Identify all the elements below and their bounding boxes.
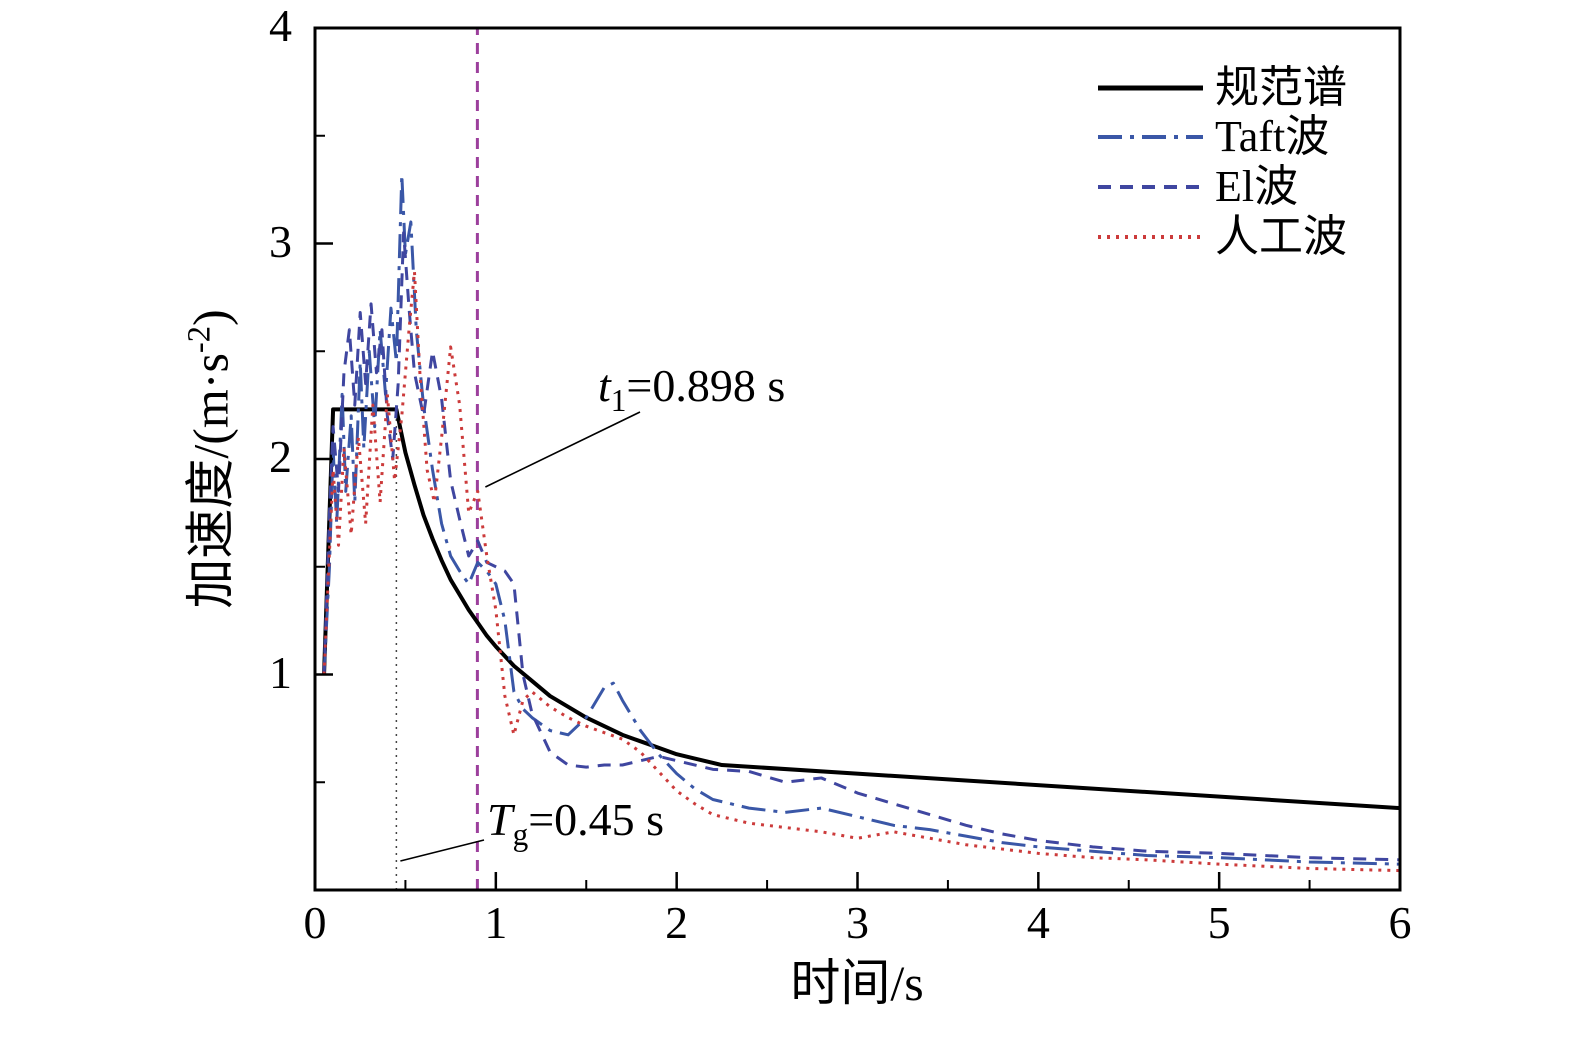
- leader-line-tg: [400, 839, 485, 862]
- leader-line-t1: [485, 411, 641, 488]
- series-line-artificial-wave: [322, 270, 1401, 873]
- series-line-el-wave: [322, 231, 1401, 862]
- series-line-code-spectrum: [322, 407, 1401, 811]
- series-line-taft-wave: [322, 173, 1401, 866]
